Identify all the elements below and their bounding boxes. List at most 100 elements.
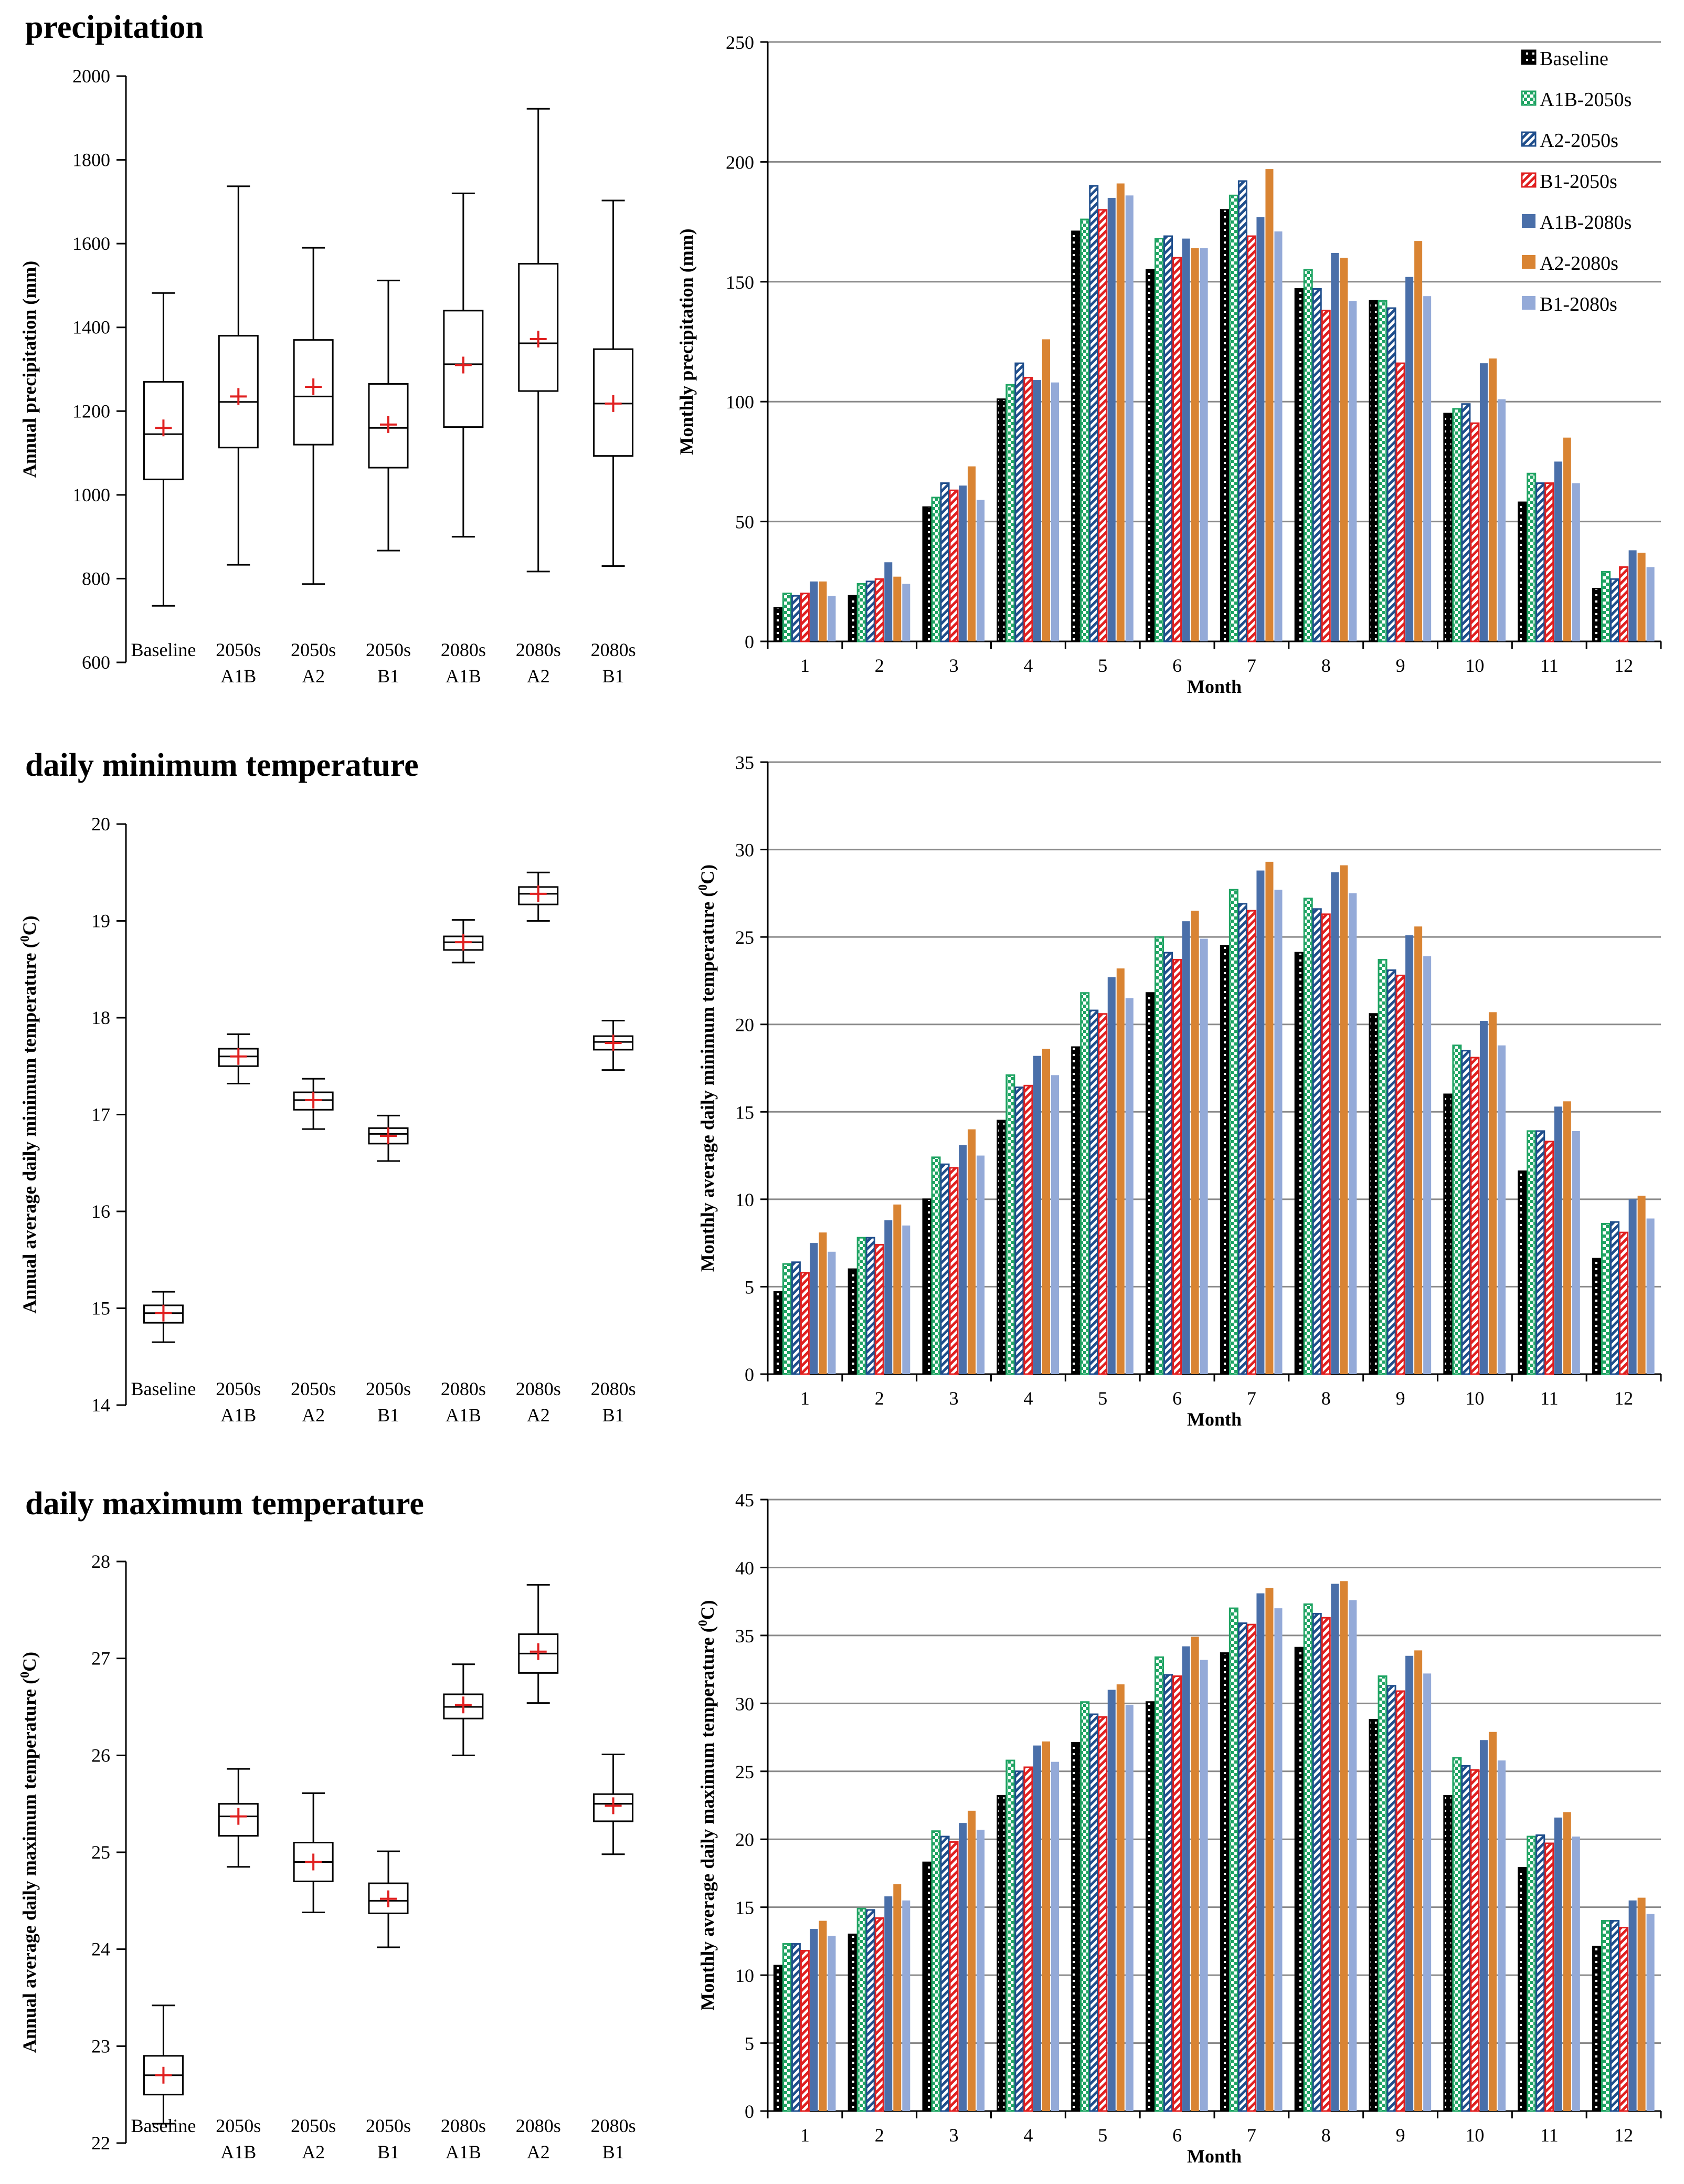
y-tick-label-2-6: 20 bbox=[91, 814, 110, 835]
bar-1-Baseline-m5 bbox=[1071, 230, 1081, 642]
bar-1-A2-2050s-m12 bbox=[1610, 578, 1620, 642]
bar-5-B1-2050s-m9 bbox=[1395, 1690, 1405, 2112]
x-category-label-0-4-a: 2080s bbox=[441, 639, 486, 660]
bar-3-Baseline-m6 bbox=[1146, 992, 1156, 1375]
bar-3-A1B-2080s-m3 bbox=[959, 1145, 967, 1374]
bar-3-A2-2080s-m6 bbox=[1191, 911, 1199, 1374]
bar-3-Baseline-m3 bbox=[922, 1198, 932, 1375]
y-tick-label-5-4: 20 bbox=[735, 1829, 754, 1850]
bar-1-B1-2050s-m2 bbox=[874, 578, 884, 642]
y-tick-label-5-9: 45 bbox=[735, 1490, 754, 1511]
legend-swatch-0 bbox=[1521, 49, 1537, 65]
bar-3-B1-2080s-m8 bbox=[1349, 893, 1357, 1374]
bar-1-A2-2050s-m1 bbox=[791, 595, 801, 642]
panel-title-0: precipitation bbox=[25, 9, 204, 45]
bar-5-A1B-2080s-m4 bbox=[1033, 1745, 1041, 2111]
x-tick-label-5-5: 6 bbox=[1172, 2125, 1182, 2146]
bar-3-B1-2050s-m11 bbox=[1544, 1141, 1554, 1375]
y-tick-label-5-5: 25 bbox=[735, 1761, 754, 1782]
bar-5-A1B-2050s-m7 bbox=[1228, 1607, 1238, 2112]
x-axis-label-3: Month bbox=[1187, 1409, 1242, 1430]
bar-5-A2-2050s-m4 bbox=[1014, 1770, 1024, 2112]
x-tick-label-1-1: 2 bbox=[875, 655, 884, 676]
bar-3-B1-2050s-m2 bbox=[874, 1243, 884, 1375]
y-tick-label-3-5: 25 bbox=[735, 927, 754, 948]
bar-1-B1-2050s-m6 bbox=[1172, 257, 1182, 642]
y-axis-label-3: Monthly average daily minimum temperatur… bbox=[696, 864, 718, 1272]
bar-1-B1-2050s-m12 bbox=[1619, 566, 1629, 642]
bar-3-A1B-2080s-m5 bbox=[1107, 977, 1116, 1374]
bar-5-A2-2080s-m1 bbox=[819, 1921, 827, 2111]
y-tick-label-0-6: 1800 bbox=[72, 150, 110, 171]
y-tick-label-5-1: 5 bbox=[745, 2033, 754, 2054]
y-tick-label-2-1: 15 bbox=[91, 1298, 110, 1319]
bar-5-A1B-2080s-m1 bbox=[810, 1929, 818, 2111]
x-category-label-0-0-a: Baseline bbox=[131, 639, 196, 660]
y-tick-label-4-4: 26 bbox=[91, 1745, 110, 1766]
bar-3-A1B-2050s-m3 bbox=[931, 1156, 941, 1375]
bar-5-A2-2050s-m1 bbox=[791, 1943, 801, 2112]
bar-5-B1-2080s-m6 bbox=[1200, 1660, 1208, 2111]
bar-5-A1B-2050s-m1 bbox=[782, 1943, 792, 2112]
bar-3-B1-2080s-m4 bbox=[1051, 1075, 1059, 1374]
bar-5-A2-2080s-m7 bbox=[1265, 1588, 1274, 2111]
bar-3-A2-2050s-m2 bbox=[865, 1237, 875, 1375]
legend-swatch-3 bbox=[1521, 172, 1537, 188]
y-tick-label-4-6: 28 bbox=[91, 1551, 110, 1572]
legend-label-6: B1-2080s bbox=[1540, 293, 1617, 315]
bar-5-A1B-2050s-m5 bbox=[1080, 1701, 1090, 2112]
bar-1-A1B-2080s-m6 bbox=[1182, 238, 1190, 641]
bar-1-A2-2050s-m3 bbox=[940, 482, 950, 642]
bar-3-Baseline-m5 bbox=[1071, 1046, 1081, 1375]
bar-3-B1-2050s-m12 bbox=[1619, 1231, 1629, 1375]
bar-5-A1B-2080s-m7 bbox=[1256, 1593, 1265, 2111]
x-category-label-4-6-b: B1 bbox=[602, 2141, 624, 2162]
bar-5-Baseline-m10 bbox=[1443, 1795, 1453, 2112]
x-category-label-0-5-b: A2 bbox=[527, 666, 550, 687]
bar-5-B1-2080s-m1 bbox=[828, 1936, 836, 2111]
bar-5-A1B-2050s-m3 bbox=[931, 1830, 941, 2112]
x-category-label-2-5-b: A2 bbox=[527, 1405, 550, 1426]
bar-1-A1B-2080s-m8 bbox=[1331, 252, 1339, 641]
bar-1-A1B-2080s-m1 bbox=[810, 581, 818, 641]
bar-5-A1B-2080s-m3 bbox=[959, 1823, 967, 2111]
x-category-label-0-2-b: A2 bbox=[302, 666, 325, 687]
y-tick-label-2-5: 19 bbox=[91, 911, 110, 932]
y-tick-label-0-5: 1600 bbox=[72, 233, 110, 254]
bar-1-B1-2050s-m4 bbox=[1023, 377, 1033, 642]
x-tick-label-3-11: 12 bbox=[1614, 1388, 1633, 1409]
bar-3-B1-2050s-m8 bbox=[1321, 913, 1331, 1375]
bar-3-A2-2050s-m9 bbox=[1386, 969, 1396, 1375]
bar-1-B1-2080s-m8 bbox=[1349, 301, 1357, 641]
bar-3-B1-2050s-m9 bbox=[1395, 974, 1405, 1375]
bar-3-B1-2080s-m3 bbox=[977, 1155, 985, 1374]
y-tick-label-4-3: 25 bbox=[91, 1842, 110, 1863]
bar-1-A2-2050s-m8 bbox=[1312, 288, 1322, 642]
legend-swatch-1 bbox=[1521, 90, 1537, 106]
box-mean-marker-4-0 bbox=[155, 2066, 172, 2084]
box-mean-marker-0-1 bbox=[230, 388, 247, 405]
bar-1-A1B-2050s-m10 bbox=[1452, 408, 1462, 642]
bar-1-A2-2080s-m2 bbox=[893, 576, 902, 641]
x-category-label-0-4-b: A1B bbox=[446, 666, 481, 687]
bar-3-B1-2050s-m5 bbox=[1098, 1013, 1108, 1375]
x-category-label-4-0-a: Baseline bbox=[131, 2115, 196, 2136]
bar-3-A1B-2050s-m5 bbox=[1080, 992, 1090, 1375]
bar-5-A1B-2080s-m9 bbox=[1405, 1655, 1414, 2111]
bar-1-B1-2080s-m12 bbox=[1646, 567, 1655, 641]
y-tick-label-5-8: 40 bbox=[735, 1557, 754, 1578]
bar-1-A2-2080s-m4 bbox=[1042, 339, 1050, 641]
bar-3-A1B-2050s-m10 bbox=[1452, 1044, 1462, 1375]
y-tick-label-4-2: 24 bbox=[91, 1939, 110, 1960]
x-tick-label-1-7: 8 bbox=[1321, 655, 1331, 676]
bar-5-A2-2050s-m8 bbox=[1312, 1612, 1322, 2112]
bar-3-A2-2050s-m12 bbox=[1610, 1221, 1620, 1375]
bar-3-A2-2080s-m10 bbox=[1488, 1012, 1497, 1374]
box-mean-marker-4-6 bbox=[605, 1797, 622, 1814]
bar-5-A2-2050s-m3 bbox=[940, 1835, 950, 2112]
bar-3-A1B-2080s-m1 bbox=[810, 1243, 818, 1374]
box-mean-marker-4-2 bbox=[305, 1853, 322, 1871]
y-tick-label-0-1: 800 bbox=[82, 568, 110, 589]
y-tick-label-2-3: 17 bbox=[91, 1104, 110, 1125]
y-axis-label-1: Monthly precipitation (mm) bbox=[676, 228, 697, 455]
